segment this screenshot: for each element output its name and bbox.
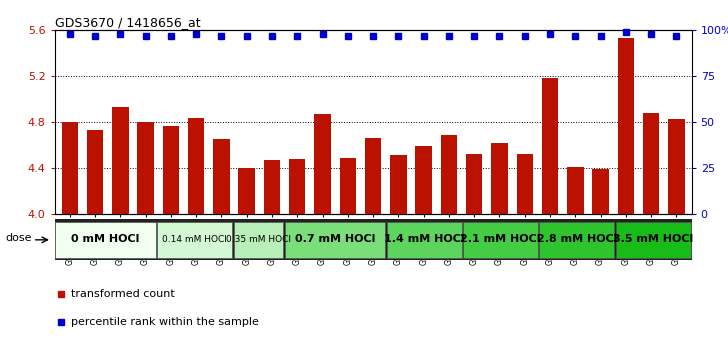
Bar [112, 107, 129, 214]
Bar [314, 114, 331, 214]
Bar [285, 222, 385, 258]
Bar [542, 79, 558, 214]
Bar [62, 122, 78, 214]
Bar [157, 222, 232, 258]
Bar [616, 222, 691, 258]
Bar [466, 154, 483, 214]
Bar [339, 158, 356, 214]
Bar [188, 118, 205, 214]
Text: 0.7 mM HOCl: 0.7 mM HOCl [295, 234, 375, 244]
Bar [463, 222, 538, 258]
Text: 2.8 mM HOCl: 2.8 mM HOCl [537, 234, 617, 244]
Bar [416, 146, 432, 214]
Bar [517, 154, 533, 214]
Bar [390, 155, 407, 214]
Bar [668, 119, 684, 214]
Text: 2.1 mM HOCl: 2.1 mM HOCl [460, 234, 541, 244]
Bar [617, 38, 634, 214]
Bar [491, 143, 507, 214]
Bar [365, 138, 381, 214]
Text: 3.5 mM HOCl: 3.5 mM HOCl [613, 234, 694, 244]
Text: 0.35 mM HOCl: 0.35 mM HOCl [226, 234, 291, 244]
Text: 1.4 mM HOCl: 1.4 mM HOCl [384, 234, 464, 244]
Bar [138, 122, 154, 214]
Bar [593, 169, 609, 214]
Text: dose: dose [6, 233, 32, 243]
Bar [539, 222, 614, 258]
Bar [162, 126, 179, 214]
Bar [440, 135, 457, 214]
Text: transformed count: transformed count [71, 289, 175, 299]
Bar [239, 168, 255, 214]
Bar [567, 167, 584, 214]
Bar [289, 159, 306, 214]
Bar [234, 222, 283, 258]
Text: GDS3670 / 1418656_at: GDS3670 / 1418656_at [55, 16, 200, 29]
Bar [643, 113, 660, 214]
Text: 0.14 mM HOCl: 0.14 mM HOCl [162, 234, 227, 244]
Text: percentile rank within the sample: percentile rank within the sample [71, 317, 258, 327]
Bar [387, 222, 462, 258]
Text: 0 mM HOCl: 0 mM HOCl [71, 234, 140, 244]
Bar [213, 139, 229, 214]
Bar [87, 130, 103, 214]
Bar [55, 222, 156, 258]
Bar [264, 160, 280, 214]
